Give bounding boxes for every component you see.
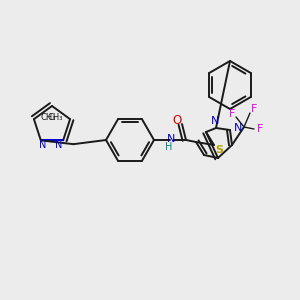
Text: F: F	[257, 124, 263, 134]
Text: N: N	[211, 116, 219, 126]
Text: CH₃: CH₃	[48, 112, 63, 122]
Text: F: F	[229, 109, 235, 119]
Text: N: N	[56, 140, 63, 150]
Text: S: S	[215, 145, 223, 155]
Text: N: N	[234, 123, 242, 133]
Text: N: N	[39, 140, 46, 150]
Text: O: O	[172, 113, 182, 127]
Text: H: H	[165, 142, 173, 152]
Text: N: N	[167, 134, 175, 144]
Text: CH₃: CH₃	[40, 112, 56, 122]
Text: F: F	[251, 104, 257, 114]
